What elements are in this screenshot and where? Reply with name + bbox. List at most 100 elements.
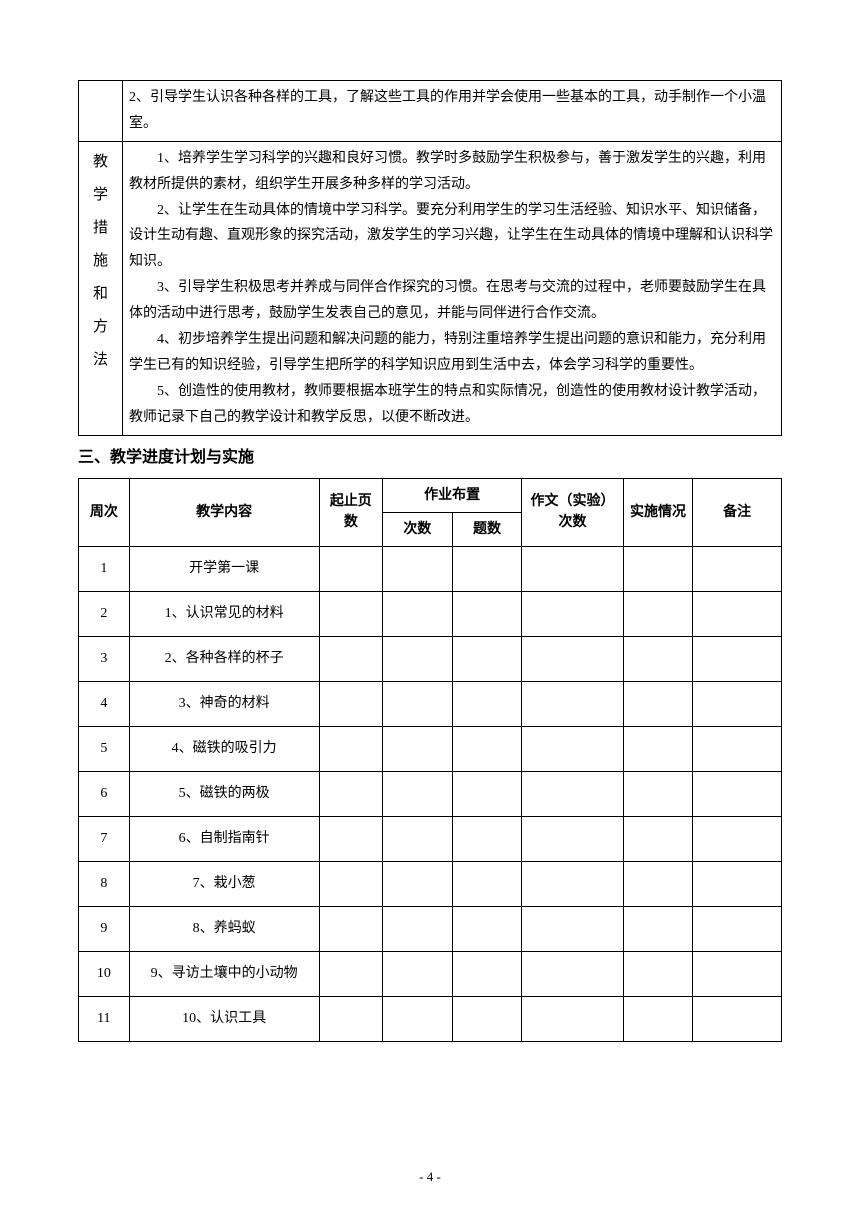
cell-essay [522,951,623,996]
cell-status [623,636,693,681]
table-row: 98、养蚂蚁 [79,906,782,951]
cell-essay [522,726,623,771]
cell-pages [319,591,382,636]
cell-notes [693,816,782,861]
cell-week: 1 [79,546,130,591]
schedule-table: 周次 教学内容 起止页数 作业布置 作文（实验）次数 实施情况 备注 次数 题数… [78,478,782,1042]
cell-essay [522,996,623,1041]
cell-essay [522,861,623,906]
measures-para-3: 3、引导学生积极思考并养成与同伴合作探究的习惯。在思考与交流的过程中，老师要鼓励… [129,275,775,327]
cell-status [623,951,693,996]
header-hw-count: 题数 [452,512,522,546]
cell-hw-times [382,591,452,636]
cell-week: 6 [79,771,130,816]
table-row: 54、磁铁的吸引力 [79,726,782,771]
cell-essay [522,771,623,816]
cell-week: 7 [79,816,130,861]
cell-content: 4、磁铁的吸引力 [129,726,319,771]
cell-pages [319,906,382,951]
cell-content: 3、神奇的材料 [129,681,319,726]
table-row: 21、认识常见的材料 [79,591,782,636]
measures-label: 教 学 措 施 和 方 法 [85,146,116,377]
table-row: 87、栽小葱 [79,861,782,906]
main-table: 2、引导学生认识各种各样的工具，了解这些工具的作用并学会使用一些基本的工具，动手… [78,80,782,436]
cell-hw-count [452,726,522,771]
cell-essay [522,906,623,951]
measures-label-cell: 教 学 措 施 和 方 法 [79,141,123,435]
cell-notes [693,861,782,906]
cell-hw-times [382,906,452,951]
cell-week: 5 [79,726,130,771]
cell-hw-times [382,681,452,726]
cell-content: 8、养蚂蚁 [129,906,319,951]
cell-content: 9、寻访土壤中的小动物 [129,951,319,996]
cell-status [623,771,693,816]
label-char: 措 [93,212,108,245]
top-row-content-cell: 2、引导学生认识各种各样的工具，了解这些工具的作用并学会使用一些基本的工具，动手… [123,81,782,142]
header-status: 实施情况 [623,478,693,546]
cell-hw-count [452,636,522,681]
header-week: 周次 [79,478,130,546]
cell-week: 9 [79,906,130,951]
cell-content: 6、自制指南针 [129,816,319,861]
cell-hw-count [452,591,522,636]
cell-pages [319,636,382,681]
cell-hw-times [382,636,452,681]
cell-pages [319,726,382,771]
cell-content: 5、磁铁的两极 [129,771,319,816]
cell-hw-count [452,816,522,861]
measures-content-cell: 1、培养学生学习科学的兴趣和良好习惯。教学时多鼓励学生积极参与，善于激发学生的兴… [123,141,782,435]
cell-hw-count [452,681,522,726]
cell-essay [522,636,623,681]
cell-content: 开学第一课 [129,546,319,591]
table-row: 1开学第一课 [79,546,782,591]
cell-hw-count [452,951,522,996]
cell-pages [319,771,382,816]
cell-notes [693,726,782,771]
cell-hw-count [452,906,522,951]
table-row: 65、磁铁的两极 [79,771,782,816]
cell-content: 2、各种各样的杯子 [129,636,319,681]
cell-notes [693,996,782,1041]
cell-notes [693,636,782,681]
cell-status [623,996,693,1041]
schedule-header-row-1: 周次 教学内容 起止页数 作业布置 作文（实验）次数 实施情况 备注 [79,478,782,512]
header-notes: 备注 [693,478,782,546]
cell-pages [319,546,382,591]
cell-week: 2 [79,591,130,636]
cell-hw-times [382,816,452,861]
cell-notes [693,951,782,996]
cell-essay [522,591,623,636]
cell-status [623,816,693,861]
table-row: 43、神奇的材料 [79,681,782,726]
header-essay: 作文（实验）次数 [522,478,623,546]
cell-essay [522,816,623,861]
header-content: 教学内容 [129,478,319,546]
cell-status [623,906,693,951]
label-char: 法 [93,344,108,377]
cell-pages [319,996,382,1041]
cell-week: 11 [79,996,130,1041]
cell-hw-times [382,726,452,771]
header-homework: 作业布置 [382,478,521,512]
measures-row: 教 学 措 施 和 方 法 1、培养学生学习科学的兴趣和良好习惯。教学时多鼓励学… [79,141,782,435]
top-row-label-cell [79,81,123,142]
cell-week: 8 [79,861,130,906]
label-char: 和 [93,278,108,311]
cell-pages [319,861,382,906]
top-row: 2、引导学生认识各种各样的工具，了解这些工具的作用并学会使用一些基本的工具，动手… [79,81,782,142]
cell-notes [693,906,782,951]
cell-status [623,681,693,726]
cell-content: 1、认识常见的材料 [129,591,319,636]
cell-week: 10 [79,951,130,996]
cell-hw-count [452,771,522,816]
measures-para-5: 5、创造性的使用教材，教师要根据本班学生的特点和实际情况，创造性的使用教材设计教… [129,379,775,431]
cell-status [623,546,693,591]
cell-notes [693,546,782,591]
cell-hw-times [382,861,452,906]
label-char: 教 [93,146,108,179]
measures-para-1: 1、培养学生学习科学的兴趣和良好习惯。教学时多鼓励学生积极参与，善于激发学生的兴… [129,146,775,198]
cell-pages [319,951,382,996]
section-heading: 三、教学进度计划与实施 [78,436,782,478]
measures-para-4: 4、初步培养学生提出问题和解决问题的能力，特别注重培养学生提出问题的意识和能力，… [129,327,775,379]
